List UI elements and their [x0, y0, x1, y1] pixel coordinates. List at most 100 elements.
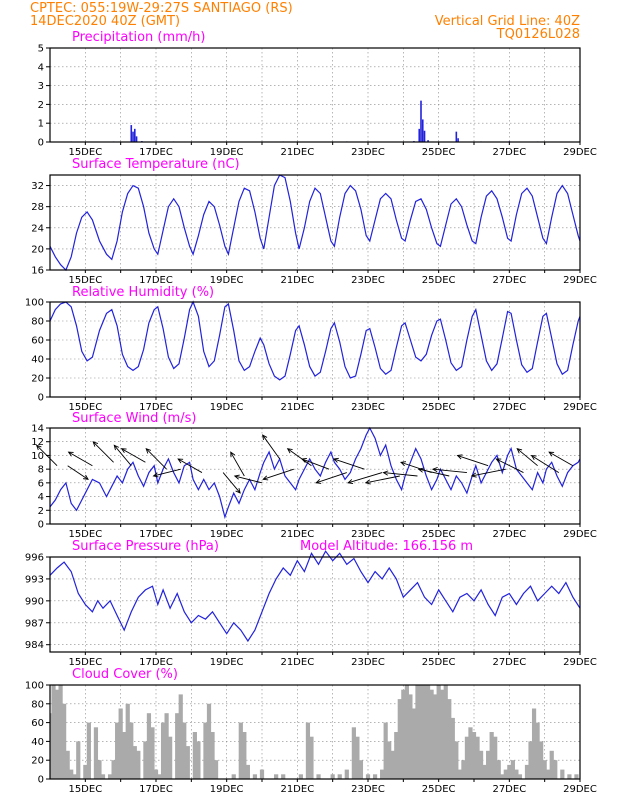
pressure-series-line [49, 550, 581, 643]
wind-arrow-head [417, 467, 424, 473]
cloud-bar [447, 699, 452, 779]
cloud-bar [404, 685, 409, 779]
cloud-bar [436, 685, 441, 779]
wind-arrow-head [548, 451, 555, 457]
wind-arrow-head [92, 441, 99, 447]
wind-arrow-shaft [92, 441, 114, 463]
x-tick-label: 21DEC [280, 275, 314, 286]
y-tick-label: 984 [25, 640, 44, 651]
wind-series-line [49, 426, 581, 520]
wind-arrow-head [400, 461, 407, 467]
x-tick-label: 15DEC [68, 784, 102, 795]
wind-arrow-shaft [301, 458, 330, 470]
cloud-bar [344, 769, 349, 779]
x-tick-label: 19DEC [210, 657, 244, 668]
x-tick-label: 27DEC [492, 275, 526, 286]
wind-arrow-head [431, 467, 438, 473]
cloud-bar [454, 741, 459, 779]
cloud-bar [136, 750, 141, 779]
cloud-bar [461, 760, 466, 779]
cloud-bar [132, 746, 137, 779]
x-tick-label: 21DEC [280, 402, 314, 413]
precip-bar [418, 128, 421, 142]
wind-arrow-head [382, 470, 389, 476]
cloud-bar [157, 774, 162, 779]
x-tick-label: 25DEC [422, 784, 456, 795]
x-tick-label: 29DEC [563, 529, 597, 540]
y-tick-label: 24 [31, 223, 44, 234]
y-tick-label: 80 [31, 699, 44, 710]
wind-arrow-head [177, 458, 184, 464]
y-tick-label: 6 [38, 478, 44, 489]
temp-frame [49, 174, 581, 271]
cloud-bar [358, 760, 364, 779]
x-tick-label: 19DEC [210, 275, 244, 286]
wind-arrow-shaft [496, 458, 524, 473]
wind-arrow-shaft [263, 468, 294, 480]
x-tick-label: 19DEC [210, 529, 244, 540]
y-tick-label: 996 [25, 553, 44, 564]
precip-bar [457, 138, 459, 142]
x-tick-label: 17DEC [139, 657, 173, 668]
y-tick-label: 40 [31, 737, 44, 748]
cloud-bar [182, 722, 187, 779]
cloud-bar [351, 727, 356, 779]
wind-arrow-head [235, 488, 241, 494]
wind-arrow-head [262, 434, 268, 441]
cloud-bar [72, 774, 77, 779]
wind-arrow-shaft [121, 448, 146, 463]
cloud-bar [496, 760, 501, 779]
cloud-bar [567, 774, 572, 779]
precip-bar [423, 130, 426, 142]
cloud-bar [54, 689, 60, 779]
cloud-bar [76, 741, 81, 779]
x-tick-label: 27DEC [492, 657, 526, 668]
x-tick-label: 25DEC [422, 275, 456, 286]
cloud-bar [482, 764, 487, 779]
wind-arrow-head [315, 478, 322, 484]
cloud-bar [425, 685, 431, 779]
cloud-bar [397, 699, 402, 779]
panel-cloud: 0 20 40 60 80 100 15DEC 17DEC 19DEC 21DEC 23DEC 25D… [25, 681, 597, 796]
cloud-bar [115, 722, 120, 779]
cloud-bar [65, 750, 70, 779]
y-tick-label: 2 [38, 506, 44, 517]
wind-arrow-head [495, 458, 502, 464]
y-tick-label: 32 [31, 181, 44, 192]
cloud-bar [100, 774, 106, 779]
cloud-bar [418, 685, 424, 779]
cloud-bar [111, 760, 116, 779]
cloud-bar [196, 741, 201, 779]
wind-arrow-shaft [531, 455, 560, 473]
header-grid-line: Vertical Grid Line: 40Z [435, 14, 580, 29]
cloud-bar [394, 732, 399, 779]
x-tick-label: 27DEC [492, 402, 526, 413]
cloud-bar [387, 741, 392, 779]
x-tick-label: 21DEC [280, 657, 314, 668]
cloud-bar [122, 732, 127, 779]
wind-arrow-shaft [287, 448, 312, 467]
cloud-bar [450, 717, 455, 779]
cloud-bar [443, 685, 448, 779]
cloud-bar [298, 774, 303, 779]
wind-arrow-shaft [234, 475, 263, 484]
precip-bar [132, 131, 134, 142]
humidity-frame [49, 301, 581, 398]
y-tick-label: 1 [38, 119, 44, 130]
panel-precip: 0 1 2 3 4 5 15DEC 17DEC 19DEC 21DEC 23DEC 25DEC 27DE… [38, 44, 597, 159]
wind-arrow-shaft [348, 472, 383, 484]
y-tick-label: 993 [25, 574, 44, 585]
cloud-bar [408, 694, 413, 779]
wind-arrow-shaft [67, 465, 89, 480]
cloud-bar [316, 774, 321, 779]
humidity-series-line [49, 300, 581, 381]
header-station: CPTEC: 055:19W-29:27S SANTIAGO (RS) [30, 1, 293, 16]
cloud-bar [542, 760, 547, 779]
x-tick-label: 15DEC [68, 147, 102, 158]
panel-title-humidity: Relative Humidity (%) [72, 285, 214, 300]
wind-arrow-shaft [365, 475, 400, 484]
y-tick-label: 100 [25, 681, 44, 692]
cloud-bar [486, 750, 491, 779]
wind-arrow-shaft [230, 451, 245, 477]
